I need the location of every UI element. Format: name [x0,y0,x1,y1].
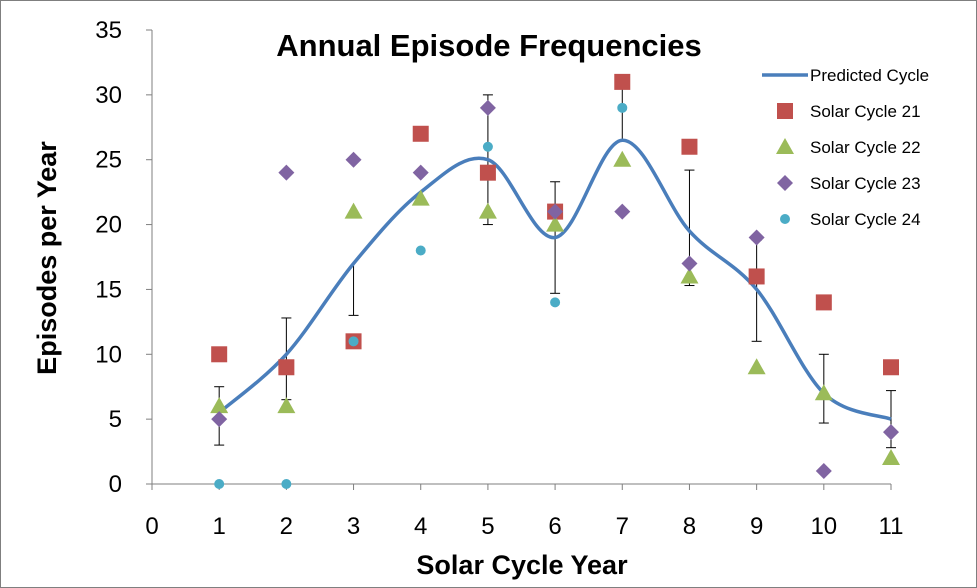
y-axis-title: Episodes per Year [32,141,62,375]
point-triangle-series-2 [613,150,632,167]
point-triangle-series-2 [546,215,565,232]
point-diamond-series-3 [479,99,496,116]
data-points [210,73,900,489]
x-tick-label: 4 [414,513,427,540]
point-square-series-1 [815,294,832,311]
x-tick-label: 2 [280,513,293,540]
y-tick-label: 20 [95,212,122,239]
x-tick-label: 3 [347,513,360,540]
x-tick-label: 7 [616,513,629,540]
x-axis-title: Solar Cycle Year [416,550,628,580]
tick-labels: 0 5 10 15 20 25 30 35 0 1 2 3 4 5 6 7 8 9 10 11 [95,17,903,540]
point-diamond-series-3 [547,203,564,220]
point-square-series-1 [211,346,228,363]
legend-symbol-triangle [776,138,794,154]
point-diamond-series-3 [211,411,228,428]
point-diamond-series-3 [815,463,832,480]
point-square-series-1 [681,138,698,155]
legend-label-series-2: Solar Cycle 22 [810,138,921,157]
legend-symbol-square [777,103,793,119]
point-square-series-1 [614,73,631,90]
point-triangle-series-2 [478,202,497,219]
x-tick-label: 10 [810,513,837,540]
x-tick-label: 0 [145,513,158,540]
legend: Predicted Cycle Solar Cycle 21 Solar Cycle… [762,66,929,229]
y-tick-label: 0 [109,471,122,498]
legend-symbol-circle [780,214,790,224]
point-triangle-series-2 [210,397,229,414]
point-diamond-series-3 [748,229,765,246]
legend-symbol-diamond [777,175,793,191]
predicted-cycle-line [218,138,892,421]
point-circle-series-4 [482,141,493,152]
point-diamond-series-3 [412,164,429,181]
point-square-series-1 [883,359,899,376]
x-tick-label: 11 [879,513,904,540]
y-tick-label: 5 [109,406,122,433]
point-square-series-1 [479,164,496,181]
legend-label-series-4: Solar Cycle 24 [810,210,921,229]
y-tick-label: 30 [95,82,122,109]
x-tick-label: 9 [750,513,763,540]
point-diamond-series-3 [614,203,631,220]
legend-label-series-1: Solar Cycle 21 [810,102,921,121]
y-tick-label: 25 [95,147,122,174]
y-tick-label: 10 [95,341,122,368]
y-tick-label: 15 [95,276,122,303]
point-circle-series-4 [415,245,426,256]
point-diamond-series-3 [883,424,899,441]
chart-title: Annual Episode Frequencies [276,28,701,63]
predicted-cycle-curve-group [218,138,892,421]
legend-label-predicted-cycle: Predicted Cycle [810,66,929,85]
point-triangle-series-2 [747,358,766,375]
point-square-series-1 [278,359,295,376]
point-square-series-1 [412,125,429,142]
point-circle-series-4 [550,297,561,308]
point-circle-series-4 [348,336,359,347]
x-tick-label: 5 [481,513,494,540]
point-triangle-series-2 [680,267,699,284]
x-tick-label: 6 [548,513,561,540]
point-diamond-series-3 [278,164,295,181]
point-triangle-series-2 [882,449,900,466]
point-diamond-series-3 [345,151,362,168]
y-tick-label: 35 [95,17,122,44]
point-square-series-1 [748,268,765,285]
x-tick-label: 1 [213,513,226,540]
point-diamond-series-3 [681,255,698,272]
point-triangle-series-2 [411,189,430,206]
point-circle-series-4 [617,102,628,113]
legend-label-series-3: Solar Cycle 23 [810,174,921,193]
point-triangle-series-2 [344,202,363,219]
point-circle-series-4 [214,479,225,489]
point-triangle-series-2 [277,397,296,414]
point-circle-series-4 [281,479,292,489]
x-tick-label: 8 [683,513,696,540]
point-triangle-series-2 [814,384,833,401]
